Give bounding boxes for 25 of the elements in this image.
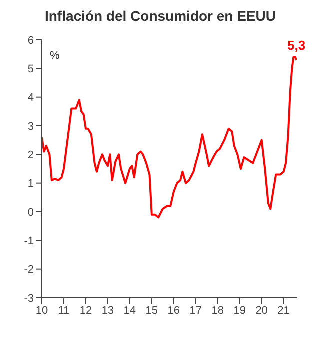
y-tick-label: 5 bbox=[28, 64, 34, 76]
chart-title: Inflación del Consumidor en EEUU bbox=[44, 8, 278, 26]
y-tick-label: 2 bbox=[28, 150, 34, 162]
x-tick-label: 17 bbox=[190, 304, 202, 317]
x-tick-label: 13 bbox=[102, 304, 114, 317]
y-tick-label: -2 bbox=[24, 264, 34, 276]
x-tick-label: 11 bbox=[58, 304, 70, 317]
y-tick-label: 0 bbox=[28, 206, 34, 219]
x-tick-label: 19 bbox=[234, 304, 246, 317]
annotation: 5,3 bbox=[288, 38, 306, 54]
x-tick-label: 21 bbox=[278, 304, 290, 317]
x-tick-label: 10 bbox=[36, 304, 48, 317]
x-tick-label: 16 bbox=[168, 304, 180, 317]
y-tick-label: 3 bbox=[28, 120, 34, 133]
y-tick-label: 1 bbox=[28, 178, 34, 190]
x-tick-label: 12 bbox=[80, 304, 92, 317]
y-tick-label: -1 bbox=[24, 236, 34, 248]
x-tick-label: 15 bbox=[146, 304, 158, 317]
y-tick-label: 4 bbox=[28, 92, 34, 104]
x-tick-label: 14 bbox=[124, 304, 136, 317]
y-tick-label: 6 bbox=[28, 34, 34, 47]
y-tick-label: -3 bbox=[24, 292, 34, 305]
y-axis-title: % bbox=[50, 50, 60, 62]
x-tick-label: 20 bbox=[256, 304, 268, 317]
x-tick-label: 18 bbox=[212, 304, 224, 317]
